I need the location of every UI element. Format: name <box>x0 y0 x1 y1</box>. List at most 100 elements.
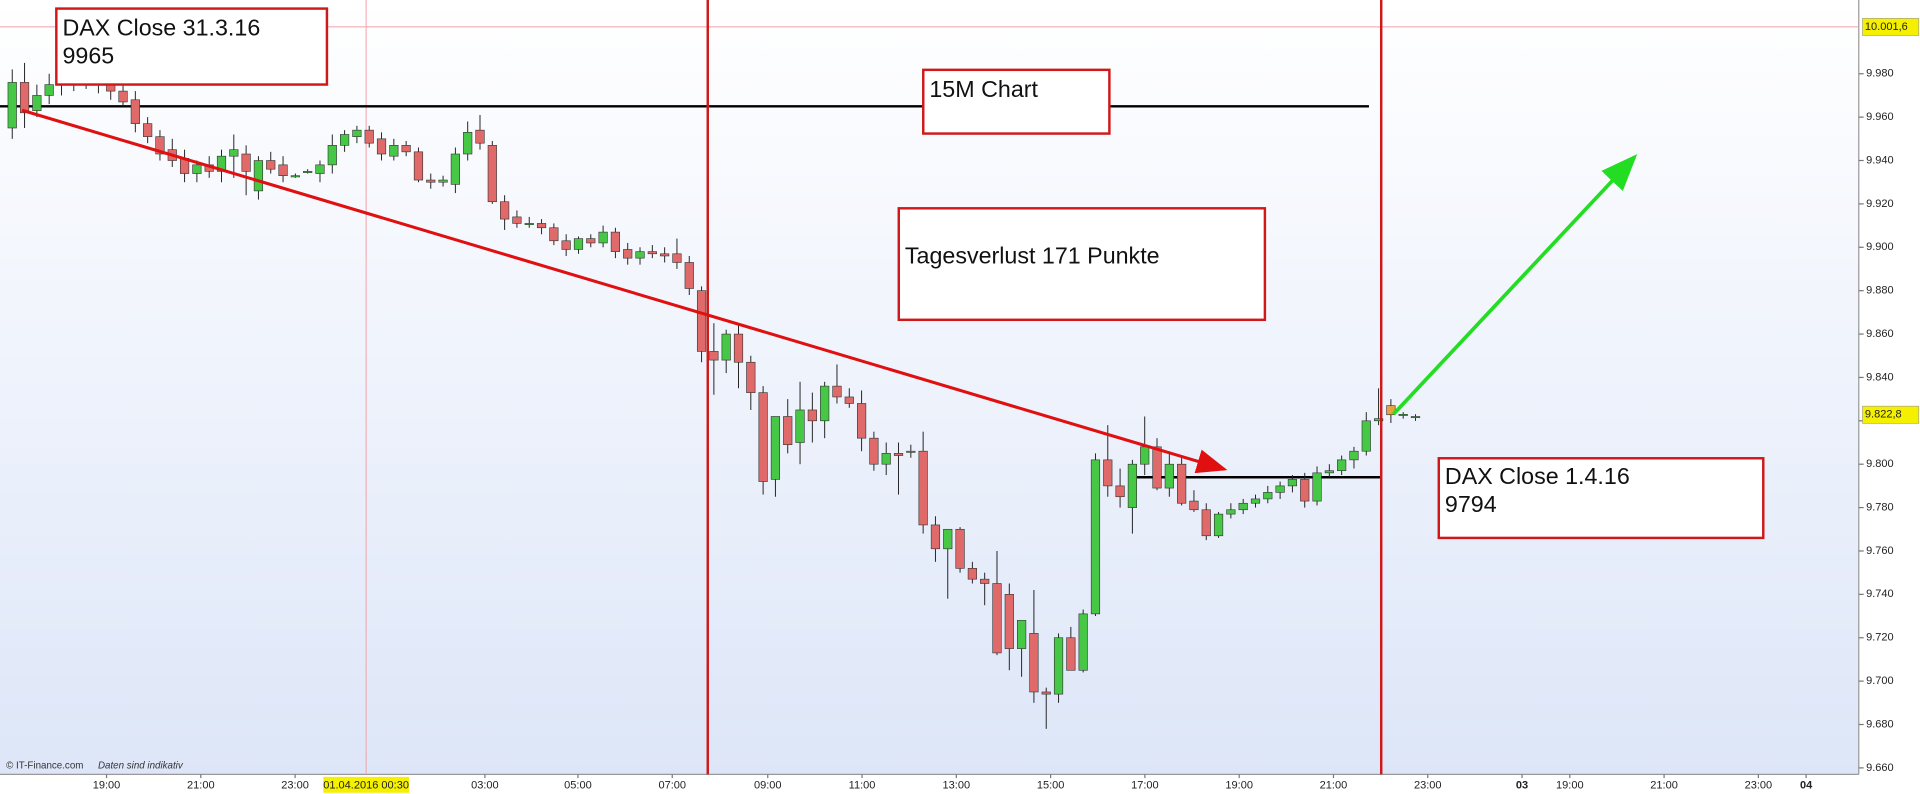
x-tick-label: 21:00 <box>1650 779 1678 791</box>
candle-body <box>1189 500 1199 511</box>
x-tick-label: 13:00 <box>943 779 971 791</box>
close-frame <box>55 7 329 86</box>
candle-body <box>32 95 42 111</box>
x-tick-label: 03 <box>1516 779 1528 791</box>
candle <box>906 444 916 458</box>
candle <box>1238 498 1248 515</box>
candle <box>733 323 744 389</box>
candle <box>623 242 633 265</box>
candle <box>463 121 473 161</box>
candle-body <box>1078 613 1088 671</box>
y-tick-label: 9.900 <box>1866 241 1894 253</box>
candle-body <box>967 568 977 580</box>
candle <box>992 550 1002 656</box>
candle-body <box>143 123 153 137</box>
candle-body <box>598 231 608 244</box>
candle-body <box>413 151 424 181</box>
candle <box>303 169 313 174</box>
candle <box>143 117 153 144</box>
candle <box>438 175 448 187</box>
candle-body <box>918 450 928 526</box>
candle-body <box>1324 470 1334 474</box>
x-tick-label: 04 <box>1800 779 1813 791</box>
candle <box>376 132 387 161</box>
candle-body <box>1250 498 1261 504</box>
candle-body <box>1177 463 1187 504</box>
candle-body <box>118 90 128 103</box>
close-value: 9965 <box>62 43 114 69</box>
x-axis-area <box>0 774 1859 794</box>
candle <box>315 160 325 183</box>
candle-body <box>783 416 793 445</box>
candle-body <box>992 583 1002 654</box>
candle <box>44 73 54 105</box>
candle <box>1349 446 1359 469</box>
candle <box>893 442 904 495</box>
candle-body <box>253 160 264 192</box>
candle <box>290 173 300 178</box>
candle-body <box>1053 637 1064 695</box>
candle-body <box>893 453 904 456</box>
x-tick-label: 19:00 <box>1556 779 1584 791</box>
candle <box>721 329 731 374</box>
candle-body <box>660 253 670 257</box>
candle-body <box>278 164 288 177</box>
candle <box>1250 494 1261 508</box>
candle <box>610 227 620 259</box>
candle <box>672 238 682 269</box>
candle <box>770 416 781 497</box>
candle-body <box>721 333 731 361</box>
candle <box>930 516 941 562</box>
y-tick-label: 9.880 <box>1866 285 1894 297</box>
candle-body <box>376 138 387 155</box>
candle-body <box>364 129 374 144</box>
candle-body <box>943 528 953 550</box>
candle <box>647 245 657 259</box>
candle-body <box>1398 414 1408 416</box>
candle <box>1226 503 1236 519</box>
candle-body <box>536 223 547 229</box>
candle-body <box>1164 463 1174 489</box>
candle <box>475 114 485 150</box>
x-tick-label: 23:00 <box>281 779 309 791</box>
candle <box>598 225 608 248</box>
y-tick-label: 9.680 <box>1866 718 1894 730</box>
candle <box>1115 468 1125 508</box>
y-tick-label: 9.840 <box>1866 371 1894 383</box>
candle <box>19 62 30 128</box>
candle-body <box>832 385 842 398</box>
x-tick-label: 03:00 <box>471 779 499 791</box>
candle <box>684 255 694 296</box>
note-frame <box>922 68 1111 135</box>
candle-body <box>1004 594 1014 649</box>
candle-body <box>1041 691 1051 695</box>
candle <box>1373 388 1384 426</box>
note-box: Tagesverlust 171 Punkte <box>897 207 1267 322</box>
candle <box>1361 412 1371 456</box>
close-box: DAX Close 1.4.16 9794 <box>1437 457 1765 540</box>
x-tick-label: 11:00 <box>849 779 876 791</box>
candle <box>389 138 399 161</box>
candle <box>1213 511 1224 538</box>
candle-body <box>1226 509 1236 515</box>
candle-body <box>315 164 325 174</box>
close-frame <box>1437 457 1765 540</box>
candle <box>1275 481 1285 499</box>
candle-body <box>610 231 620 252</box>
candle-body <box>869 437 879 465</box>
y-tick-label: 9.860 <box>1866 328 1894 340</box>
note-frame <box>897 207 1267 322</box>
crosshair-price: 10.001,6 <box>1865 21 1908 33</box>
candle-body <box>807 409 817 422</box>
candle-body <box>696 290 707 352</box>
candle <box>586 234 596 248</box>
candle <box>500 195 510 230</box>
candle-body <box>770 416 781 480</box>
candle-body <box>1140 446 1150 465</box>
candle-body <box>906 450 916 453</box>
candle-body <box>303 171 313 173</box>
candle-body <box>1201 509 1211 537</box>
candle-body <box>1115 485 1125 498</box>
price-box <box>1862 405 1920 424</box>
close-value: 9794 <box>1445 491 1497 517</box>
